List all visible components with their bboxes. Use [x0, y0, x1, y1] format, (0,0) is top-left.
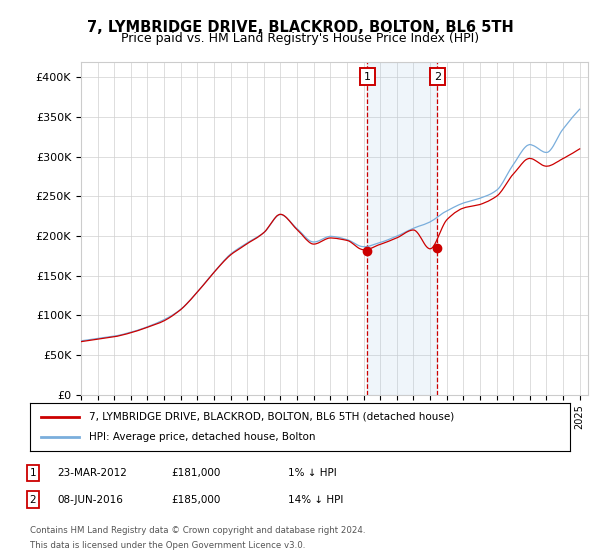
Text: £185,000: £185,000 — [171, 494, 220, 505]
Text: 08-JUN-2016: 08-JUN-2016 — [57, 494, 123, 505]
Text: This data is licensed under the Open Government Licence v3.0.: This data is licensed under the Open Gov… — [30, 542, 305, 550]
Text: 7, LYMBRIDGE DRIVE, BLACKROD, BOLTON, BL6 5TH: 7, LYMBRIDGE DRIVE, BLACKROD, BOLTON, BL… — [86, 20, 514, 35]
Text: Contains HM Land Registry data © Crown copyright and database right 2024.: Contains HM Land Registry data © Crown c… — [30, 526, 365, 535]
Text: 14% ↓ HPI: 14% ↓ HPI — [288, 494, 343, 505]
Text: 2: 2 — [29, 494, 37, 505]
Text: Price paid vs. HM Land Registry's House Price Index (HPI): Price paid vs. HM Land Registry's House … — [121, 32, 479, 45]
Text: 2: 2 — [434, 72, 441, 82]
Bar — [367, 62, 437, 395]
Text: HPI: Average price, detached house, Bolton: HPI: Average price, detached house, Bolt… — [89, 432, 316, 442]
Text: 7, LYMBRIDGE DRIVE, BLACKROD, BOLTON, BL6 5TH (detached house): 7, LYMBRIDGE DRIVE, BLACKROD, BOLTON, BL… — [89, 412, 455, 422]
Text: £181,000: £181,000 — [171, 468, 220, 478]
Text: 1% ↓ HPI: 1% ↓ HPI — [288, 468, 337, 478]
Text: 1: 1 — [29, 468, 37, 478]
Text: 23-MAR-2012: 23-MAR-2012 — [57, 468, 127, 478]
Text: 1: 1 — [364, 72, 371, 82]
